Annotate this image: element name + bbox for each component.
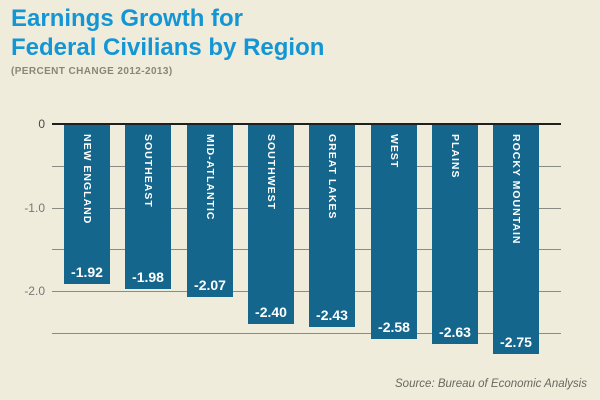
chart-subtitle: (PERCENT CHANGE 2012-2013) [11,66,173,77]
gridline--0.5 [52,166,561,167]
bar-value-label: -2.58 [378,319,410,335]
bar-mid-atlantic: MID-ATLANTIC -2.07 [187,125,233,297]
bar-category-label: MID-ATLANTIC [204,134,216,221]
gridline--1 [52,208,561,209]
y-axis-tick-0: 0 [38,117,45,131]
bar-category-label: SOUTHEAST [142,134,154,208]
gridline--2 [52,291,561,292]
bar-new-england: NEW ENGLAND -1.92 [64,125,110,284]
chart-title-line1: Earnings Growth for [11,5,244,32]
chart-header: Earnings Growth for Federal Civilians by… [11,4,324,77]
chart-title-line2: Federal Civilians by Region [11,34,325,61]
y-axis-tick--2.0: -2.0 [24,284,45,298]
zero-axis-line [52,123,561,125]
bar-southeast: SOUTHEAST -1.98 [125,125,171,289]
bar-category-label: PLAINS [449,134,461,179]
bar-value-label: -1.92 [71,264,103,280]
bar-value-label: -2.43 [316,307,348,323]
bar-category-label: NEW ENGLAND [81,134,93,225]
bar-category-label: WEST [388,134,400,169]
bar-value-label: -2.40 [255,304,287,320]
gridline--1.5 [52,249,561,250]
bar-value-label: -2.75 [500,334,532,350]
bar-category-label: GREAT LAKES [326,134,338,220]
bar-category-label: ROCKY MOUNTAIN [510,134,522,245]
bar-value-label: -1.98 [132,269,164,285]
chart-title: Earnings Growth for Federal Civilians by… [11,4,324,62]
bar-southwest: SOUTHWEST -2.40 [248,125,294,324]
bar-great-lakes: GREAT LAKES -2.43 [309,125,355,327]
bar-value-label: -2.07 [194,277,226,293]
source-note: Source: Bureau of Economic Analysis [395,378,587,390]
bar-west: WEST -2.58 [371,125,417,339]
bar-category-label: SOUTHWEST [265,134,277,211]
bar-value-label: -2.63 [439,324,471,340]
bar-rocky-mountain: ROCKY MOUNTAIN -2.75 [493,125,539,354]
y-axis-tick--1.0: -1.0 [24,201,45,215]
gridline--2.5 [52,333,561,334]
bar-plains: PLAINS -2.63 [432,125,478,344]
